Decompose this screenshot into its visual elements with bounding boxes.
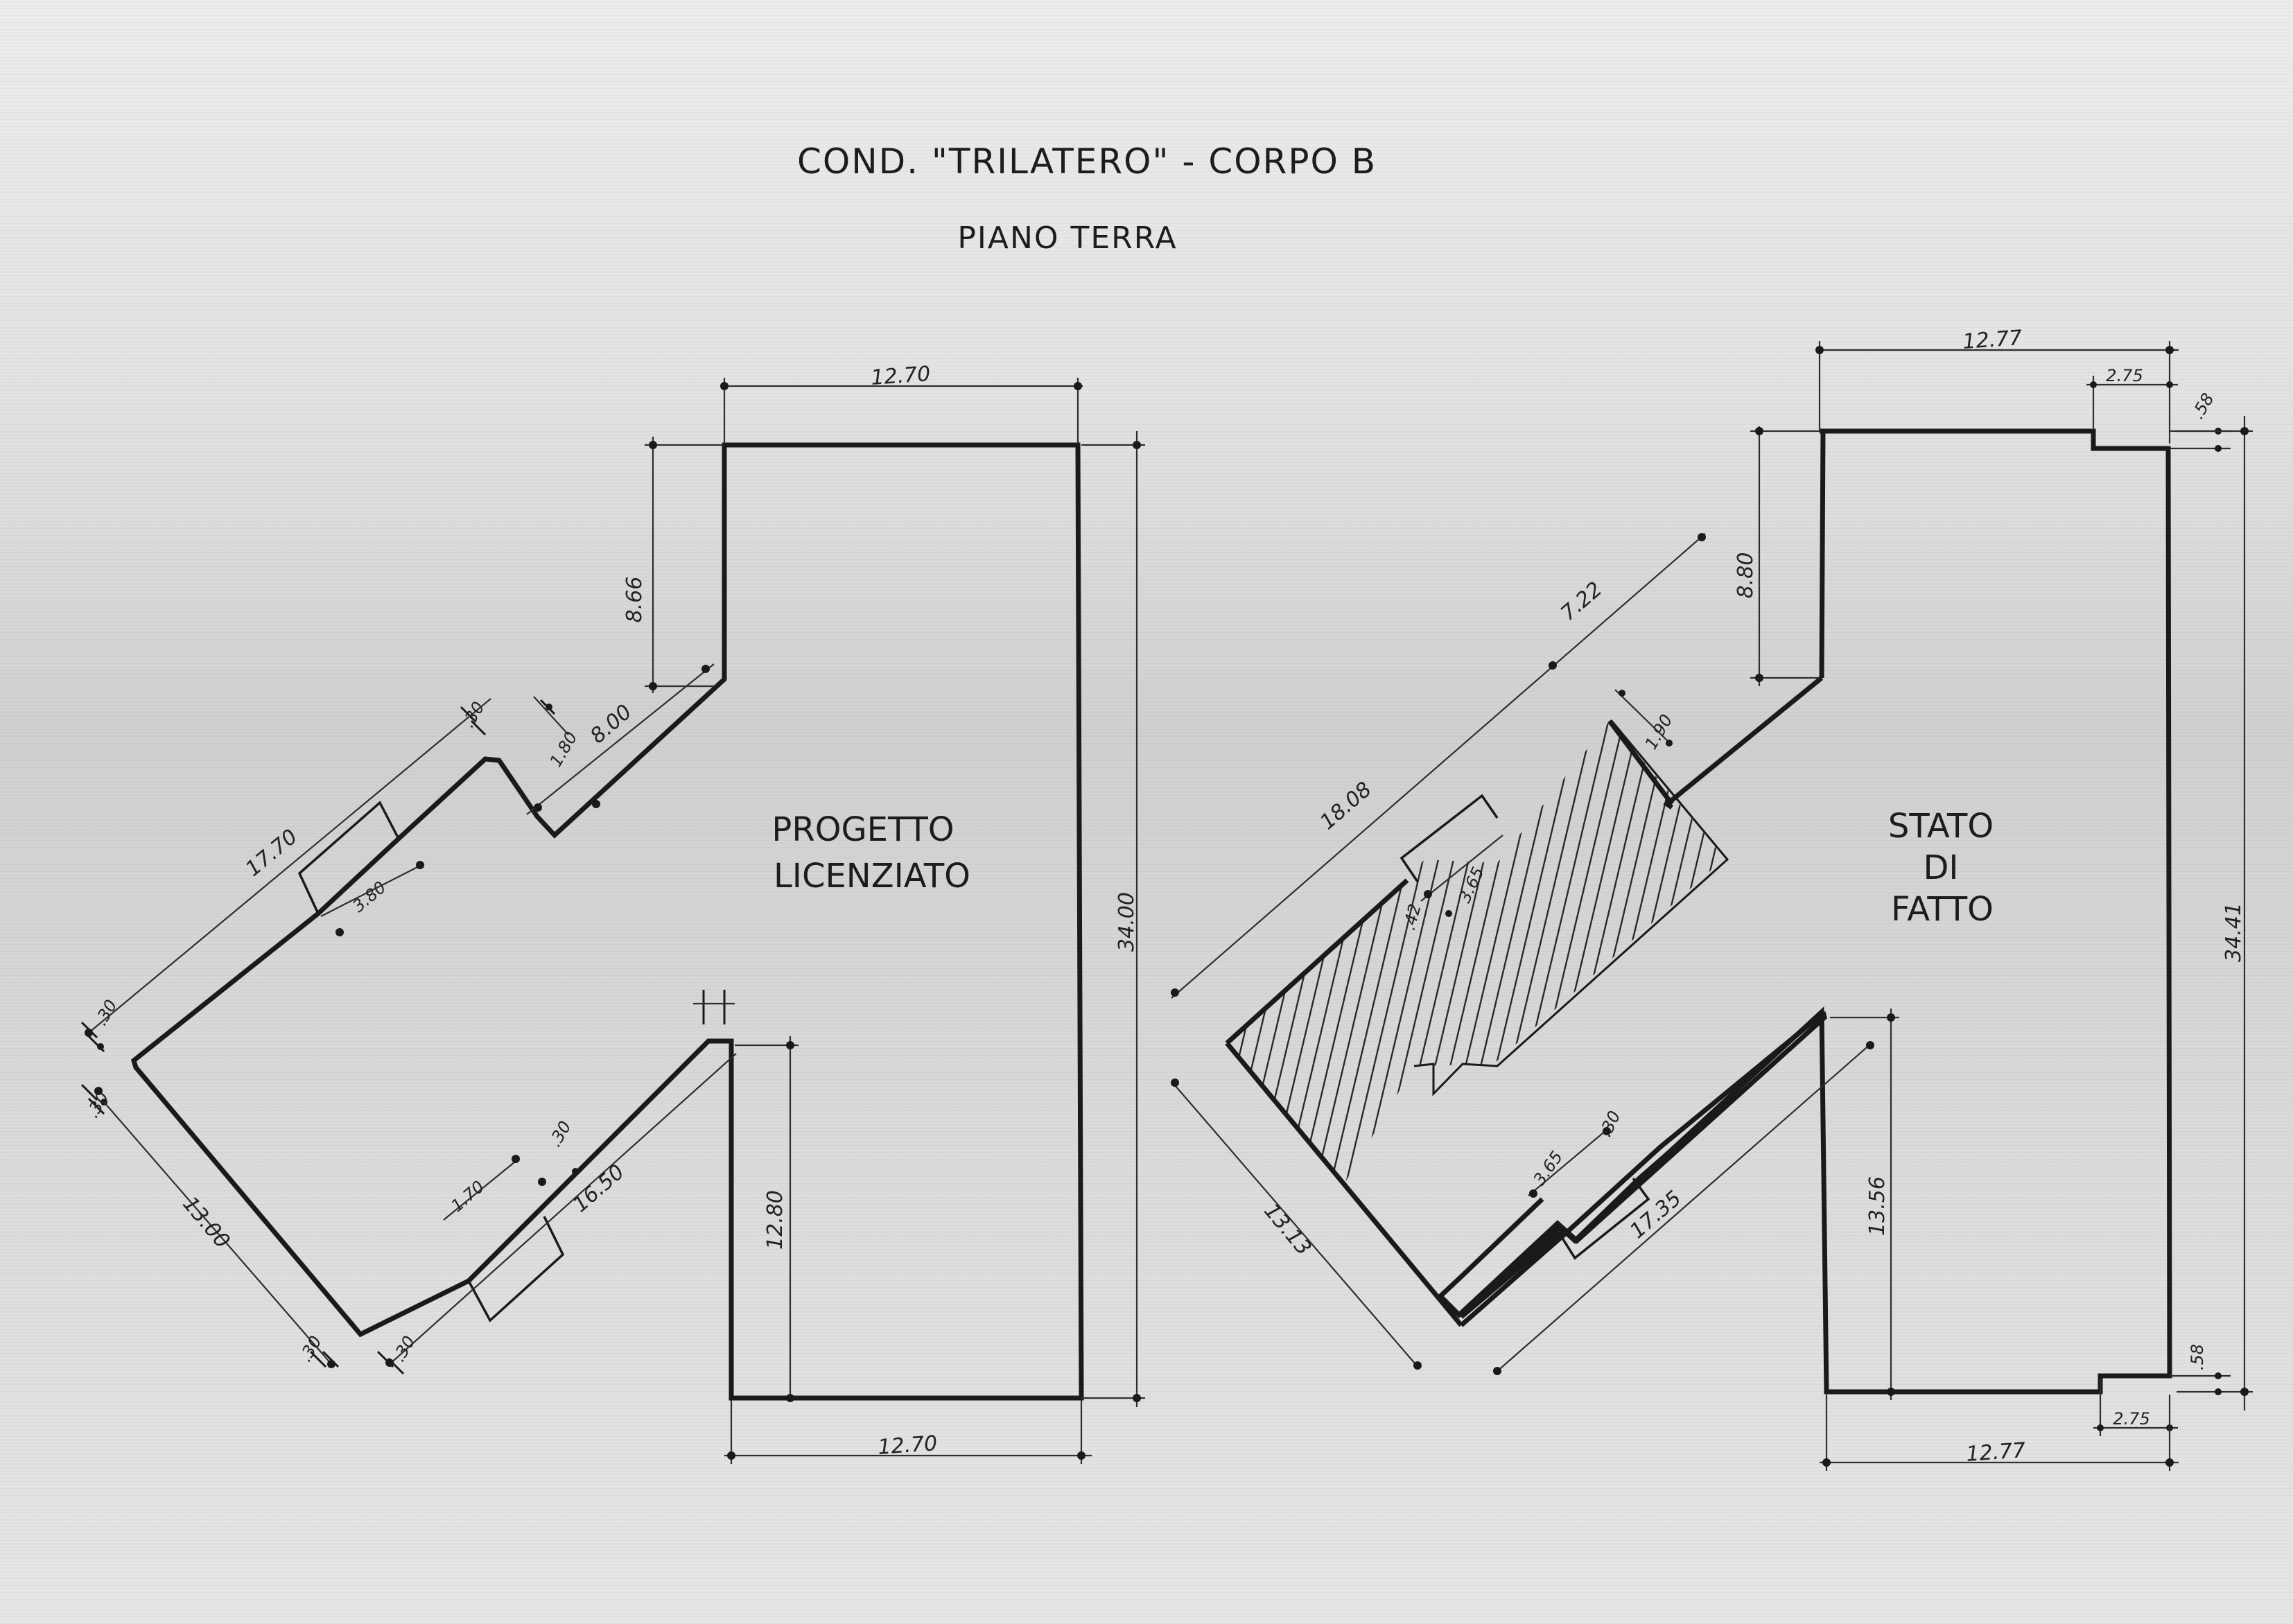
right-bottom-notch: 2.75 (2113, 1409, 2150, 1429)
left-step-a: 1.80 (546, 728, 582, 770)
right-plan-label-line1: STATO (1888, 807, 1994, 846)
right-bottom-notch-h: .58 (2188, 1344, 2207, 1370)
right-top-notch: 2.75 (2106, 366, 2143, 385)
right-bottom-width: 12.77 (1965, 1438, 2026, 1467)
right-plan-label-line3: FATTO (1891, 890, 1994, 929)
drawing-title: COND. "TRILATERO" - CORPO B (797, 141, 1377, 182)
plan-right-left-walls (1225, 719, 1674, 1327)
left-upper-long: 17.70 (241, 825, 302, 882)
right-recess-depth: .42 (1400, 902, 1425, 932)
left-diag-upper: 8.00 (586, 700, 636, 749)
left-lower-long: 16.50 (568, 1160, 629, 1217)
left-plan-label-line1: PROGETTO (771, 810, 954, 849)
left-plan-label-line2: LICENZIATO (774, 857, 970, 896)
hatch-line (1727, 693, 1859, 1248)
right-upper-long: 18.08 (1316, 777, 1377, 835)
right-top-width: 12.77 (1962, 326, 2023, 354)
left-left-side: 13.00 (177, 1192, 234, 1253)
drawing-subtitle: PIANO TERRA (957, 220, 1177, 256)
left-inner-height: 12.80 (763, 1190, 787, 1250)
left-top-width: 12.70 (870, 362, 931, 390)
right-right-height: 34.41 (2222, 902, 2246, 962)
plan-stato-di-fatto: 12.77 2.75 .58 34.41 .58 2.75 12.77 (1171, 326, 2253, 1471)
hatch-line (1650, 721, 1725, 1185)
hatch-line (1695, 721, 1725, 1185)
plan-left-main-walls (130, 442, 1084, 1401)
hatch-line (1227, 721, 1311, 1185)
right-lower-long: 17.35 (1625, 1186, 1686, 1243)
left-end-a: .30 (91, 996, 121, 1029)
left-right-height: 34.00 (1115, 892, 1139, 952)
hatch-line (1788, 693, 1920, 1248)
left-upper-recess: 3.80 (349, 878, 390, 916)
left-lower-step: .30 (545, 1117, 575, 1150)
left-bottom-width: 12.70 (877, 1431, 938, 1460)
left-notch-height: 8.66 (622, 577, 647, 623)
hatch-line (1773, 693, 1905, 1248)
plan-right-lower-edge (1459, 1011, 1825, 1327)
right-plan-label-line2: DI (1923, 848, 1958, 887)
hatch-line (1743, 693, 1874, 1248)
right-inner-height: 13.56 (1865, 1176, 1890, 1236)
right-top-notch-h: .58 (2188, 390, 2217, 422)
right-step: 1.90 (1641, 711, 1677, 753)
left-lower-recess: 1.70 (447, 1177, 488, 1216)
plan-progetto-licenziato: 12.70 12.70 34.00 8.66 8.00 1.80 .30 (80, 362, 1145, 1464)
left-step-b: .30 (458, 698, 488, 731)
plan-left-upper-recess (297, 801, 400, 914)
plan-right-main-walls (1436, 428, 2172, 1395)
plan-right-upper-recess (1400, 794, 1499, 882)
right-diag-upper: 7.22 (1556, 577, 1607, 626)
plan-left-lower-recess (467, 1216, 565, 1322)
plan-right-lower-recess (1558, 1177, 1650, 1260)
right-left-side: 13.13 (1259, 1199, 1316, 1260)
left-end-b: .30 (82, 1088, 112, 1121)
left-bottom-a: .30 (295, 1332, 325, 1365)
right-notch-height: 8.80 (1734, 552, 1758, 599)
